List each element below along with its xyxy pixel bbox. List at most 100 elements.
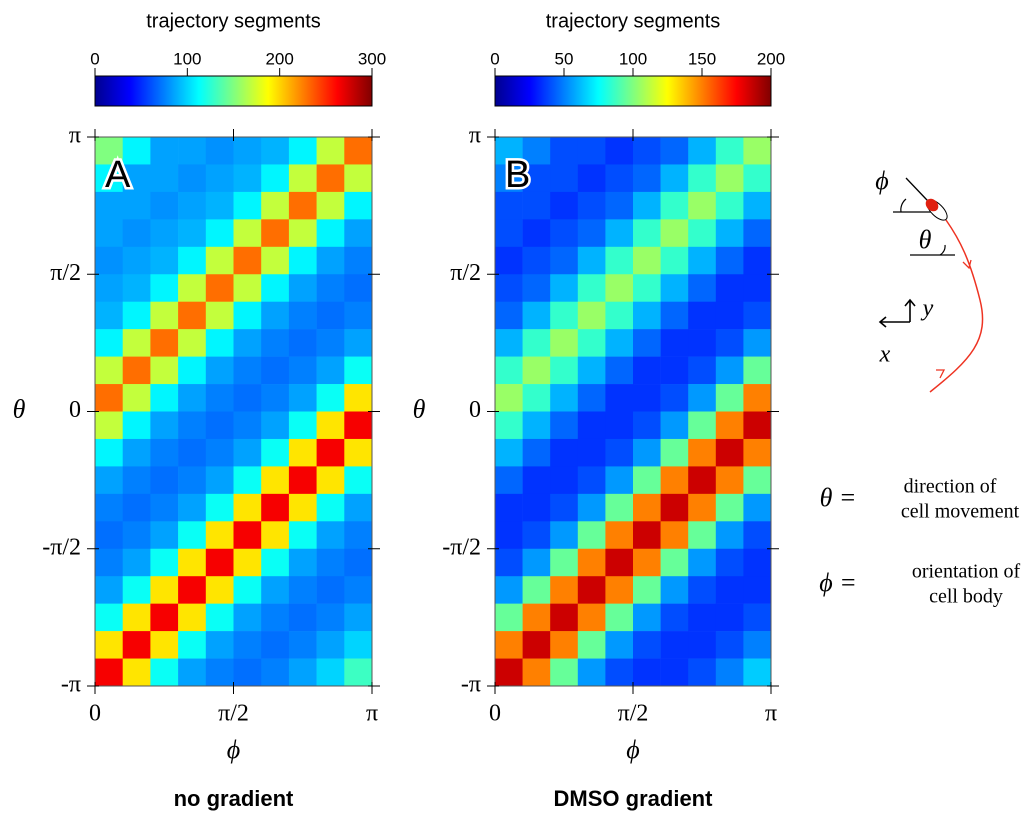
heatmap-cell [633,658,661,687]
x-tick-label: 0 [489,701,501,727]
heatmap-cell [122,356,151,385]
heatmap-cell [288,466,317,495]
heatmap-cell [344,356,373,385]
heatmap-cell [660,191,689,220]
heatmap-cell [178,246,207,275]
heatmap-cell [233,466,262,495]
heatmap-cell [577,164,606,193]
heatmap-cell [344,384,373,412]
heatmap-cell [522,246,551,275]
heatmap-cell [122,164,151,193]
heatmap-panel: trajectory segments 0 100 200 300 -π -π/2 0 π/2 π… [13,10,387,811]
heatmap-cell [261,329,290,357]
heatmap-cell [577,137,606,165]
heatmap-cell [344,548,373,577]
heatmap-cell [178,191,207,220]
heatmap-cell [715,301,744,330]
heatmap-cell [150,521,179,550]
heatmap-cell [743,219,772,248]
heatmap-cell [261,191,290,220]
heatmap-cell [344,191,373,220]
heatmap-cell [522,603,551,632]
colorbar-tick-label: 0 [490,49,499,68]
heatmap-cell [178,466,207,495]
heatmap-cell [688,493,717,522]
phi-arc [900,198,907,213]
y-tick-label: π/2 [450,260,481,286]
heatmap-cell [261,246,290,275]
heatmap-cell [715,658,744,687]
heatmap-cell [715,603,744,632]
heatmap-cell [150,274,179,302]
heatmap-cell [205,246,234,275]
heatmap-cell [633,631,661,659]
heatmap-cell [178,658,207,687]
heatmap-cell [743,411,772,440]
heatmap-cell [95,631,123,659]
heatmap-cell [288,329,317,357]
heatmap-cell [95,466,123,495]
theta-label: θ [919,225,932,254]
heatmap-cell [95,658,123,687]
heatmap-cell [316,521,345,550]
heatmap-cell [605,219,634,248]
heatmap-cell [150,246,179,275]
heatmap-cell [95,384,123,412]
heatmap-cell [743,164,772,193]
heatmap-cell [261,658,290,687]
heatmap-cell [522,301,551,330]
heatmap-cell [205,466,234,495]
heatmap-cell [205,411,234,440]
heatmap-cell [688,466,717,495]
heatmap-cell [495,384,523,412]
heatmap-cell [715,246,744,275]
heatmap-cell [605,164,634,193]
colorbar [494,75,772,107]
heatmap-cell [743,493,772,522]
heatmap-cell [150,329,179,357]
heatmap-cell [605,603,634,632]
heatmap-cell [122,631,151,659]
heatmap-cell [715,493,744,522]
heatmap-cell [660,438,689,467]
heatmap-cell [522,493,551,522]
y-tick-label: 0 [69,397,81,423]
heatmap-cell [261,411,290,440]
heatmap-cell [605,329,634,357]
heatmap-cell [715,438,744,467]
heatmap-cell [522,356,551,385]
heatmap-cell [233,137,262,165]
heatmap-cell [577,411,606,440]
heatmap-cell [495,246,523,275]
heatmap-cell [150,384,179,412]
heatmap-cell [550,274,579,302]
heatmap-cell [150,548,179,577]
heatmap-cell [150,164,179,193]
heatmap-cell [660,411,689,440]
heatmap-cell [288,301,317,330]
heatmap-cell [633,137,661,165]
heatmap-cell [178,384,207,412]
x-axis-title: ϕ [227,735,240,764]
heatmap-cell [233,246,262,275]
heatmap-cell [715,384,744,412]
heatmap-cell [605,521,634,550]
heatmap-cell [660,356,689,385]
heatmap-cell [288,438,317,467]
heatmap-cell [688,411,717,440]
heatmap-cell [344,411,373,440]
theta-arc [939,244,946,256]
trajectory-arrow [962,259,972,270]
heatmap-cell [522,384,551,412]
heatmap-cell [316,329,345,357]
heatmap-cell [550,384,579,412]
heatmap-cell [205,356,234,385]
heatmap-cell [150,493,179,522]
heatmap-cell [150,356,179,385]
heatmap-cell [577,631,606,659]
heatmap-cell [344,466,373,495]
heatmap-cell [288,548,317,577]
colorbar-tick-label: 100 [173,49,201,68]
heatmap-cell [495,603,523,632]
y-axis-title: θ [413,394,426,423]
